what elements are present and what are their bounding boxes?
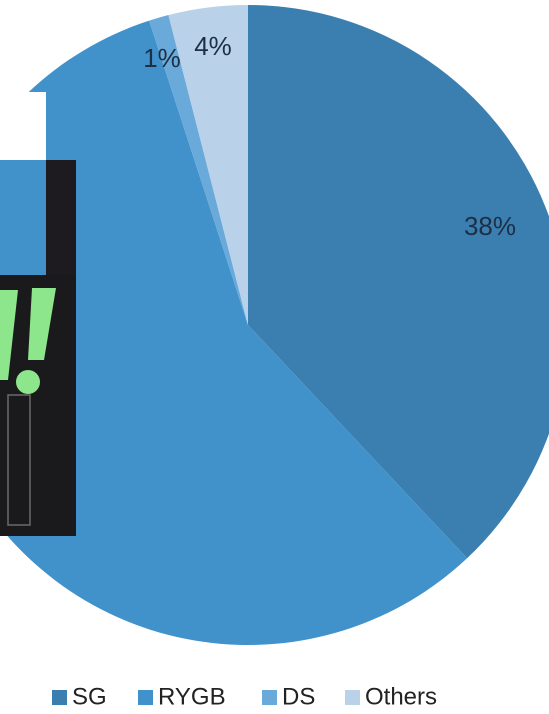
overlay-shape (7, 394, 31, 526)
pie-slice (149, 15, 248, 326)
legend-label: SG (72, 683, 107, 710)
pie-slice (248, 5, 549, 559)
legend-swatch (262, 690, 277, 705)
value-label: 4% (194, 31, 232, 61)
legend-label: Others (365, 683, 437, 710)
pie (0, 5, 549, 645)
value-label: 38% (464, 211, 516, 241)
legend: SG RYGB DS Others (52, 683, 437, 710)
overlay-shape (28, 288, 56, 360)
legend-swatch (345, 690, 360, 705)
value-label: 1% (143, 43, 181, 73)
legend-swatch (52, 690, 67, 705)
overlay-white (0, 92, 46, 160)
value-labels: 38% 1% 4% (143, 31, 516, 241)
legend-label: RYGB (158, 683, 226, 710)
legend-label: DS (282, 683, 315, 710)
legend-swatch (138, 690, 153, 705)
pie-slice (168, 5, 248, 325)
overlay-shape (0, 290, 18, 380)
pie-slice (0, 20, 468, 645)
overlay-shape (16, 370, 40, 394)
overlay-image (0, 92, 76, 536)
